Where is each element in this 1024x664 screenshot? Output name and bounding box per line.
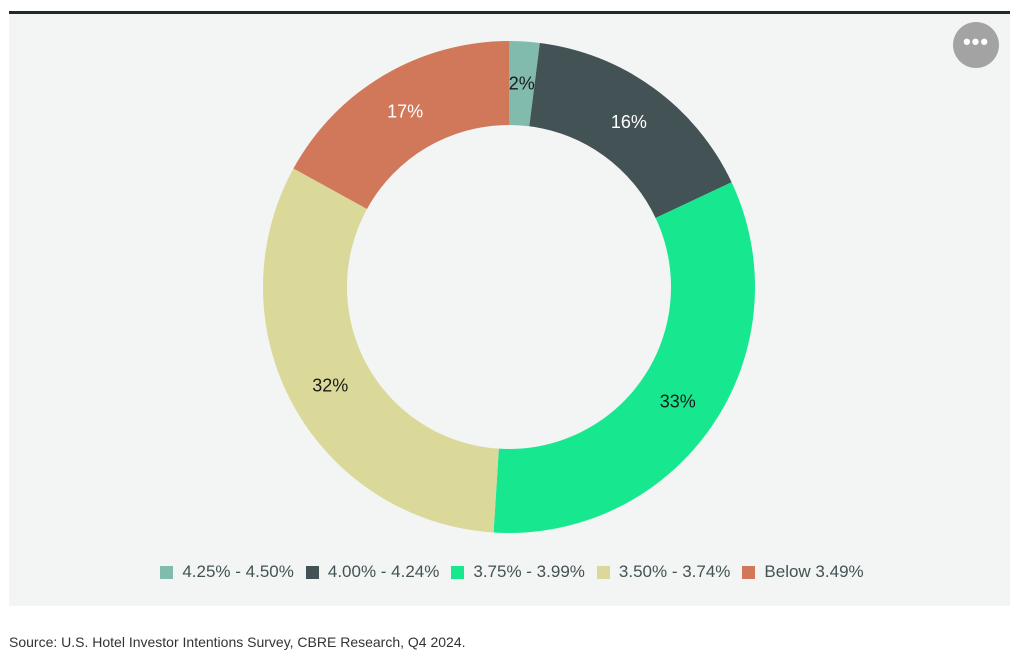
donut-slice[interactable] — [293, 41, 509, 209]
data-label: 33% — [660, 392, 696, 412]
more-horizontal-icon: ••• — [962, 29, 990, 54]
legend-swatch — [596, 565, 610, 579]
legend-item[interactable]: 3.75% - 3.99% — [451, 562, 585, 582]
data-label: 2% — [509, 73, 535, 93]
data-label: 16% — [611, 112, 647, 132]
legend-label: 3.50% - 3.74% — [618, 562, 731, 581]
legend-swatch — [160, 565, 174, 579]
legend-label: Below 3.49% — [764, 562, 864, 581]
donut-slice[interactable] — [493, 182, 756, 533]
chart-legend: 4.25% - 4.50% 4.00% - 4.24% 3.75% - 3.99% 3… — [0, 562, 1024, 582]
data-label: 32% — [312, 375, 348, 395]
legend-item[interactable]: 4.00% - 4.24% — [305, 562, 440, 582]
legend-item[interactable]: Below 3.49% — [742, 562, 864, 582]
chart-menu-button[interactable]: ••• — [953, 22, 999, 68]
legend-swatch — [742, 565, 756, 579]
data-label: 17% — [387, 101, 423, 121]
legend-label: 4.00% - 4.24% — [327, 562, 440, 581]
legend-swatch — [451, 565, 465, 579]
donut-slice[interactable] — [529, 42, 732, 219]
legend-label: 3.75% - 3.99% — [473, 562, 585, 581]
legend-label: 4.25% - 4.50% — [182, 562, 294, 581]
donut-slice[interactable] — [262, 168, 499, 533]
legend-swatch — [305, 565, 319, 579]
legend-item[interactable]: 3.50% - 3.74% — [596, 562, 731, 582]
legend-item[interactable]: 4.25% - 4.50% — [160, 562, 294, 582]
source-note: Source: U.S. Hotel Investor Intentions S… — [9, 634, 466, 650]
top-divider — [9, 11, 1010, 14]
donut-slice[interactable] — [509, 41, 540, 127]
